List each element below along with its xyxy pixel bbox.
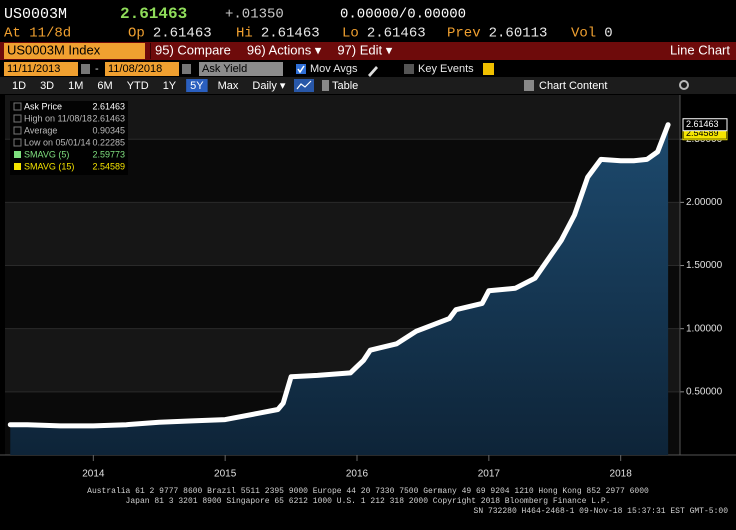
legend-swatch: [13, 114, 22, 123]
last-price: 2.61463: [120, 5, 187, 23]
table-icon[interactable]: [322, 80, 329, 91]
y-tick-label: 1.00000: [686, 323, 723, 334]
x-tick-label: 2018: [610, 469, 633, 480]
divider: [150, 43, 151, 59]
chart-content[interactable]: Chart Content: [539, 80, 607, 92]
date-dash: -: [95, 63, 99, 75]
key-events-icon[interactable]: [483, 63, 494, 75]
start-date-box[interactable]: [4, 62, 78, 76]
x-tick-label: 2016: [346, 469, 369, 480]
security-box[interactable]: [4, 43, 145, 59]
area-fill: [10, 124, 669, 455]
y-tick-label: 0.50000: [686, 386, 723, 397]
settings-icon[interactable]: [679, 80, 689, 90]
field-value: 2.61463: [367, 26, 426, 42]
period-button[interactable]: 3D: [40, 80, 54, 92]
legend-swatch: [13, 102, 22, 111]
period-button[interactable]: YTD: [127, 80, 149, 92]
legend-value: 2.61463: [92, 101, 125, 111]
bid-ask: 0.00000/0.00000: [340, 7, 466, 23]
field-dropdown[interactable]: [199, 62, 283, 76]
menu[interactable]: 96) Actions ▾: [247, 42, 322, 57]
legend-swatch: [13, 138, 22, 147]
start-date[interactable]: 11/11/2013: [7, 63, 60, 75]
chart-type-icon[interactable]: [294, 79, 314, 92]
field-label: Prev: [447, 26, 481, 42]
field[interactable]: Ask Yield: [202, 63, 247, 75]
legend-value: 2.61463: [92, 113, 125, 123]
period-button[interactable]: Max: [218, 80, 239, 92]
field-value: 2.61463: [261, 26, 320, 42]
field-value: 2.60113: [489, 26, 548, 42]
end-date[interactable]: 11/08/2018: [108, 63, 162, 75]
period-button[interactable]: 1Y: [163, 80, 177, 92]
field-value: 2.61463: [153, 26, 212, 42]
footer-line: Japan 81 3 3201 8900 Singapore 65 6212 1…: [126, 497, 611, 506]
legend-box: [10, 101, 128, 175]
legend-label: Ask Price: [24, 101, 62, 111]
check-mark: [297, 65, 305, 74]
security: US0003M Index: [7, 42, 101, 57]
legend-value: 2.59773: [92, 149, 125, 159]
chart-type-glyph: [296, 80, 312, 90]
field-label: Op: [128, 26, 145, 42]
period-active: [186, 79, 208, 92]
field-label: Vol: [571, 26, 596, 42]
last-tag-label: 2.54589: [686, 128, 719, 138]
legend-label: SMAVG (15): [24, 161, 74, 171]
footer-line: SN 732280 H464-2468-1 09-Nov-18 15:37:31…: [474, 507, 729, 516]
legend-label: Low on 05/01/14: [24, 137, 91, 147]
x-tick-label: 2017: [478, 469, 501, 480]
last-tag-label: 2.61463: [686, 119, 719, 129]
view-name: Line Chart: [670, 42, 730, 57]
footer-line: Australia 61 2 9777 8600 Brazil 5511 239…: [87, 487, 649, 496]
ticker: US0003M: [4, 6, 67, 23]
price-line: [7, 122, 671, 429]
period-button[interactable]: 1D: [12, 80, 26, 92]
calendar-icon[interactable]: [81, 64, 90, 74]
legend-value: 2.54589: [92, 161, 125, 171]
period-band: [0, 77, 736, 94]
net-change: +.01350: [225, 7, 284, 23]
x-tick-label: 2014: [82, 469, 105, 480]
checkbox[interactable]: [404, 64, 414, 74]
field-label: Hi: [236, 26, 253, 42]
legend-label: SMAVG (5): [24, 149, 69, 159]
period-button[interactable]: 6M: [97, 80, 112, 92]
legend-value: 0.90345: [92, 125, 125, 135]
menu[interactable]: 95) Compare: [155, 42, 231, 57]
end-date-box[interactable]: [105, 62, 179, 76]
x-tick-label: 2015: [214, 469, 237, 480]
legend-swatch: [14, 163, 21, 170]
legend-label: High on 11/08/18: [24, 113, 92, 123]
calendar-icon[interactable]: [182, 64, 191, 74]
table-button[interactable]: Table: [332, 80, 358, 92]
legend-value: 0.22285: [92, 137, 125, 147]
key-events[interactable]: Key Events: [418, 63, 474, 75]
mov-avgs[interactable]: Mov Avgs: [310, 63, 358, 75]
as-of: At 11/8d: [4, 26, 71, 42]
plot: 0.500001.000001.500002.000002.5000020142…: [0, 95, 736, 480]
last-tag-fill: [684, 119, 726, 130]
toolbar-band: [0, 42, 736, 60]
menu[interactable]: 97) Edit ▾: [337, 42, 392, 57]
y-tick-label: 2.00000: [686, 197, 723, 208]
legend-label: Average: [24, 125, 57, 135]
period-button[interactable]: 5Y: [190, 80, 204, 92]
last-tag-fill: [684, 128, 726, 139]
field-value: 0: [604, 26, 612, 42]
checkbox-checked[interactable]: [296, 64, 306, 74]
pencil-icon[interactable]: [368, 66, 378, 77]
frequency[interactable]: Daily ▾: [252, 80, 286, 92]
legend-swatch: [14, 151, 21, 158]
period-button[interactable]: 1M: [68, 80, 83, 92]
field-label: Lo: [342, 26, 359, 42]
y-tick-label: 1.50000: [686, 260, 723, 271]
legend-swatch: [13, 126, 22, 135]
content-icon[interactable]: [524, 80, 534, 91]
